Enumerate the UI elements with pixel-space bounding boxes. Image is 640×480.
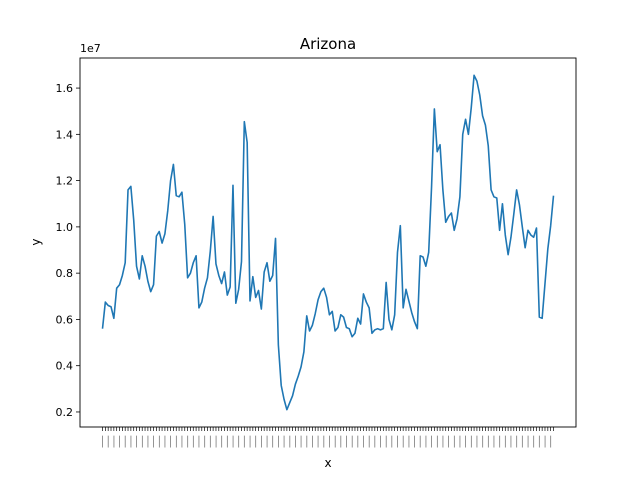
x-tick-label: │ bbox=[497, 435, 503, 448]
x-tick-label: │ bbox=[332, 435, 338, 448]
x-tick-label: │ bbox=[508, 435, 514, 448]
x-tick-label: │ bbox=[275, 435, 281, 448]
x-tick-label: │ bbox=[542, 435, 548, 448]
x-tick-label: │ bbox=[394, 435, 400, 448]
x-tick-label: │ bbox=[190, 435, 196, 448]
x-tick-label: │ bbox=[315, 435, 321, 448]
x-tick-label: │ bbox=[134, 435, 140, 448]
x-tick-label: │ bbox=[485, 435, 491, 448]
x-axis-label: x bbox=[324, 456, 331, 470]
y-tick-label: 1.6 bbox=[56, 82, 74, 95]
x-tick-label: │ bbox=[213, 435, 219, 448]
x-tick-label: │ bbox=[491, 435, 497, 448]
x-tick-label: │ bbox=[264, 435, 270, 448]
x-tick-label: │ bbox=[446, 435, 452, 448]
x-tick-label: │ bbox=[366, 435, 372, 448]
x-tick-label: │ bbox=[417, 435, 423, 448]
x-tick-label: │ bbox=[247, 435, 253, 448]
x-tick-label: │ bbox=[122, 435, 128, 448]
x-tick-label: │ bbox=[338, 435, 344, 448]
x-tick-label: │ bbox=[230, 435, 236, 448]
x-tick-label: │ bbox=[360, 435, 366, 448]
x-tick-label: │ bbox=[185, 435, 191, 448]
x-tick-label: │ bbox=[139, 435, 145, 448]
x-tick-label: │ bbox=[411, 435, 417, 448]
x-tick-label: │ bbox=[292, 435, 298, 448]
x-tick-label: │ bbox=[287, 435, 293, 448]
x-tick-label: │ bbox=[145, 435, 151, 448]
x-tick-label: │ bbox=[451, 435, 457, 448]
x-tick-label: │ bbox=[474, 435, 480, 448]
x-tick-label: │ bbox=[236, 435, 242, 448]
x-tick-label: │ bbox=[309, 435, 315, 448]
x-tick-label: │ bbox=[196, 435, 202, 448]
y-axis-label: y bbox=[29, 238, 43, 245]
x-tick-label: │ bbox=[298, 435, 304, 448]
y-tick-label: 0.8 bbox=[56, 267, 74, 280]
axes-frame bbox=[79, 57, 577, 428]
x-tick-label: │ bbox=[219, 435, 225, 448]
x-tick-label: │ bbox=[463, 435, 469, 448]
y-tick-label: 0.6 bbox=[56, 313, 74, 326]
chart-title: Arizona bbox=[300, 35, 356, 53]
x-tick-label: │ bbox=[179, 435, 185, 448]
x-tick-label: │ bbox=[258, 435, 264, 448]
x-tick-label: │ bbox=[429, 435, 435, 448]
x-tick-label: │ bbox=[321, 435, 327, 448]
x-tick-label: │ bbox=[434, 435, 440, 448]
x-tick-label: │ bbox=[241, 435, 247, 448]
x-tick-label: │ bbox=[128, 435, 134, 448]
x-tick-label: │ bbox=[111, 435, 117, 448]
x-tick-label: │ bbox=[117, 435, 123, 448]
x-tick-label: │ bbox=[400, 435, 406, 448]
x-tick-label: │ bbox=[502, 435, 508, 448]
x-tick-label: │ bbox=[457, 435, 463, 448]
y-axis-scale-label: 1e7 bbox=[80, 42, 101, 55]
x-tick-label: │ bbox=[224, 435, 230, 448]
x-tick-label: │ bbox=[383, 435, 389, 448]
x-tick-label: │ bbox=[207, 435, 213, 448]
y-tick-label: 1.4 bbox=[56, 128, 74, 141]
y-tick-label: 1.0 bbox=[56, 221, 74, 234]
x-tick-label: │ bbox=[531, 435, 537, 448]
x-tick-label: │ bbox=[468, 435, 474, 448]
x-tick-label: │ bbox=[151, 435, 157, 448]
x-tick-label: │ bbox=[304, 435, 310, 448]
series-line bbox=[101, 74, 555, 411]
x-tick-label: │ bbox=[423, 435, 429, 448]
x-tick-label: │ bbox=[406, 435, 412, 448]
x-tick-label: │ bbox=[349, 435, 355, 448]
x-tick-label: │ bbox=[514, 435, 520, 448]
y-tick-label: 0.2 bbox=[56, 406, 74, 419]
x-tick-label: │ bbox=[281, 435, 287, 448]
x-tick-label: │ bbox=[156, 435, 162, 448]
x-tick-label: │ bbox=[253, 435, 259, 448]
x-tick-label: │ bbox=[355, 435, 361, 448]
x-tick-label: │ bbox=[168, 435, 174, 448]
x-tick-label: │ bbox=[99, 435, 105, 448]
x-tick-label: │ bbox=[480, 435, 486, 448]
x-tick-label: │ bbox=[389, 435, 395, 448]
x-tick-label: │ bbox=[343, 435, 349, 448]
x-tick-label: │ bbox=[162, 435, 168, 448]
x-tick-label: │ bbox=[326, 435, 332, 448]
plot-area: │ │ │ │ │ │ │ │ │ │ │ │ │ │ │ │ │ │ │ │ │ │ │ │ │ │ │ │ │ │ │ │ │ │ │ │ │ │ │ │… bbox=[56, 57, 577, 448]
y-tick-label: 0.4 bbox=[56, 360, 74, 373]
x-tick-label: │ bbox=[519, 435, 525, 448]
x-tick-label: │ bbox=[440, 435, 446, 448]
y-tick-label: 1.2 bbox=[56, 175, 74, 188]
x-tick-label: │ bbox=[525, 435, 531, 448]
x-tick-label: │ bbox=[536, 435, 542, 448]
x-tick-label: │ bbox=[270, 435, 276, 448]
x-tick-label: │ bbox=[202, 435, 208, 448]
x-tick-label: │ bbox=[105, 435, 111, 448]
x-tick-label: │ bbox=[377, 435, 383, 448]
x-tick-label: │ bbox=[548, 435, 554, 448]
x-tick-label: │ bbox=[372, 435, 378, 448]
x-tick-label: │ bbox=[173, 435, 179, 448]
